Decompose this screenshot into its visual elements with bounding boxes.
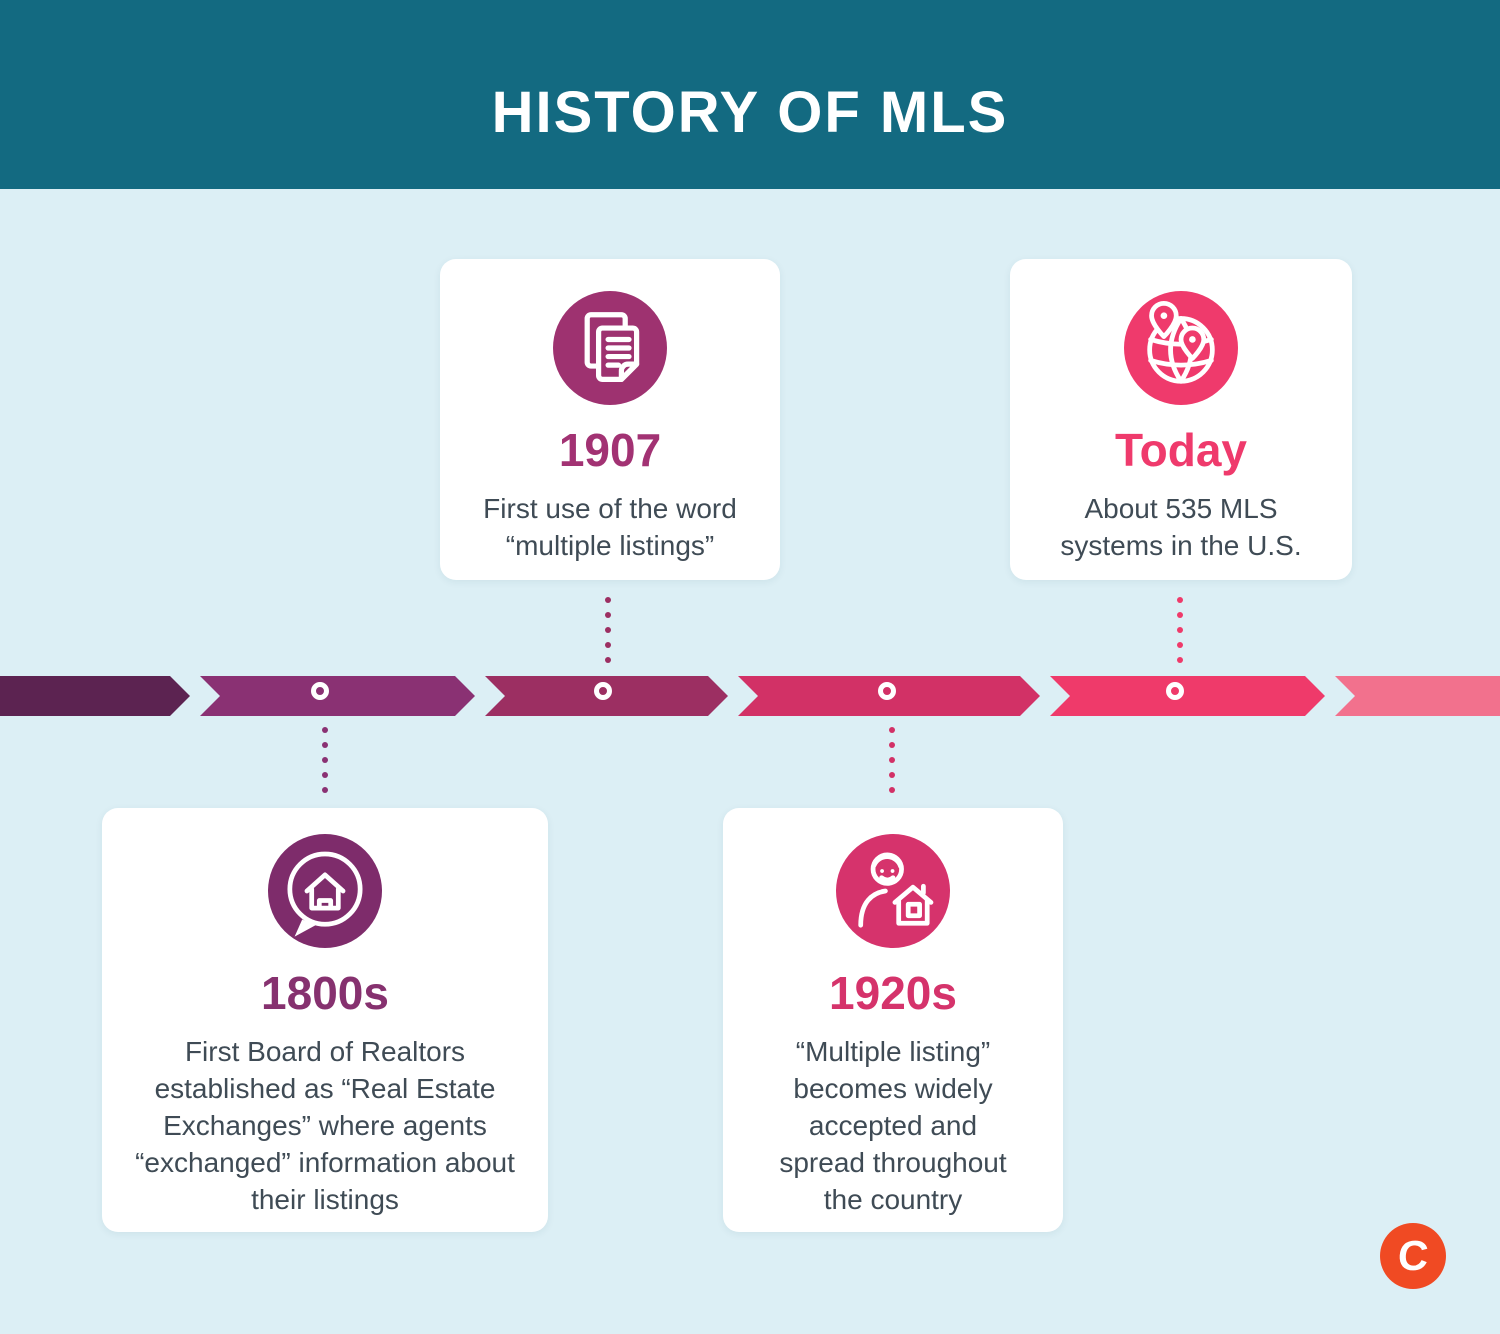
connector-1907: [605, 597, 611, 663]
header-band: HISTORY OF MLS: [0, 0, 1500, 189]
milestone-year: 1907: [558, 424, 662, 476]
timeline: [0, 676, 1500, 716]
milestone-description: “Multiple listing” becomes widely accept…: [779, 1036, 1007, 1215]
agent-with-house-icon: [836, 834, 950, 948]
connector-1920s: [889, 727, 895, 793]
brand-logo: C: [1380, 1223, 1446, 1289]
milestone-year: Today: [1114, 424, 1248, 476]
timeline-segment-6: [1335, 676, 1500, 716]
milestone-card-today: Today About 535 MLS systems in the U.S.: [1010, 259, 1352, 580]
brand-logo-letter: C: [1396, 1232, 1430, 1279]
timeline-node-1800s: [311, 682, 329, 700]
connector-1800s: [322, 727, 328, 793]
documents-icon: [553, 291, 667, 405]
milestone-year: 1800s: [261, 967, 389, 1019]
milestone-card-1800s: 1800s First Board of Realtors establishe…: [102, 808, 548, 1232]
timeline-segment-2: [200, 676, 475, 716]
timeline-segment-5: [1050, 676, 1325, 716]
timeline-node-1907: [594, 682, 612, 700]
timeline-segment-1: [0, 676, 190, 716]
page-title: HISTORY OF MLS: [491, 80, 1009, 145]
house-speech-bubble-icon: [268, 834, 382, 948]
milestone-year: 1920s: [829, 967, 957, 1019]
milestone-card-1920s: 1920s “Multiple listing” becomes widely …: [723, 808, 1063, 1232]
globe-pins-icon: [1124, 291, 1238, 405]
milestone-description: First Board of Realtors established as “…: [135, 1036, 515, 1215]
timeline-node-1920s: [878, 682, 896, 700]
connector-today: [1177, 597, 1183, 663]
milestone-description: About 535 MLS systems in the U.S.: [1060, 493, 1302, 561]
milestone-description: First use of the word “multiple listings…: [483, 493, 737, 561]
timeline-node-today: [1166, 682, 1184, 700]
milestone-card-1907: 1907 First use of the word “multiple lis…: [440, 259, 780, 580]
